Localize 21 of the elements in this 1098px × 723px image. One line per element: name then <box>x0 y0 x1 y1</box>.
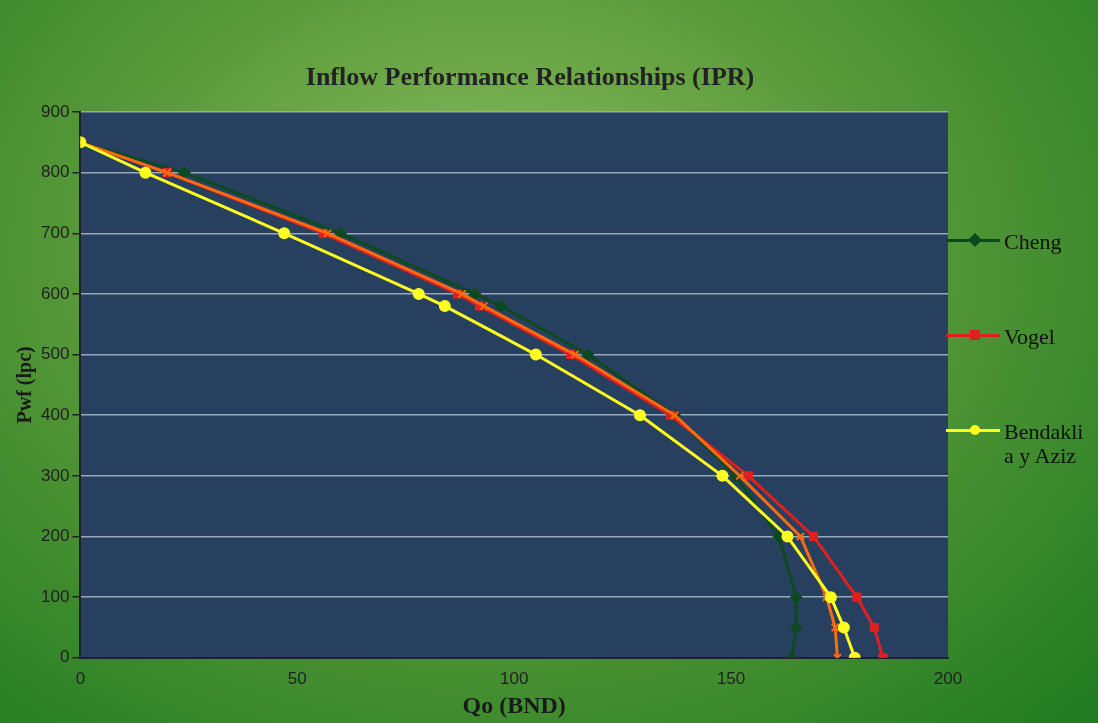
y-tick-label: 400 <box>40 404 70 424</box>
y-tick-label: 100 <box>40 586 70 606</box>
y-axis-title: Pwf (lpc) <box>13 346 37 424</box>
y-tick-label: 700 <box>40 222 70 242</box>
chart-title: Inflow Performance Relationships (IPR) <box>304 62 756 92</box>
x-axis-title: Qo (BND) <box>462 691 566 718</box>
x-tick-label: 200 <box>933 668 963 688</box>
y-tick-label: 800 <box>40 162 70 182</box>
x-tick-label: 0 <box>75 668 86 688</box>
y-tick-label: 600 <box>40 283 70 303</box>
y-tick-label: 500 <box>40 344 70 364</box>
legend-label: Vogel <box>1004 324 1056 349</box>
legend-label: Bendaklia y Aziz <box>1004 419 1084 468</box>
y-tick-label: 900 <box>40 101 70 121</box>
x-tick-label: 50 <box>287 668 307 688</box>
legend-label: Cheng <box>1004 229 1063 254</box>
y-tick-label: 0 <box>59 647 70 667</box>
y-tick-label: 300 <box>40 465 70 485</box>
y-tick-label: 200 <box>40 526 70 546</box>
x-tick-label: 100 <box>499 668 529 688</box>
x-tick-label: 150 <box>716 668 746 688</box>
